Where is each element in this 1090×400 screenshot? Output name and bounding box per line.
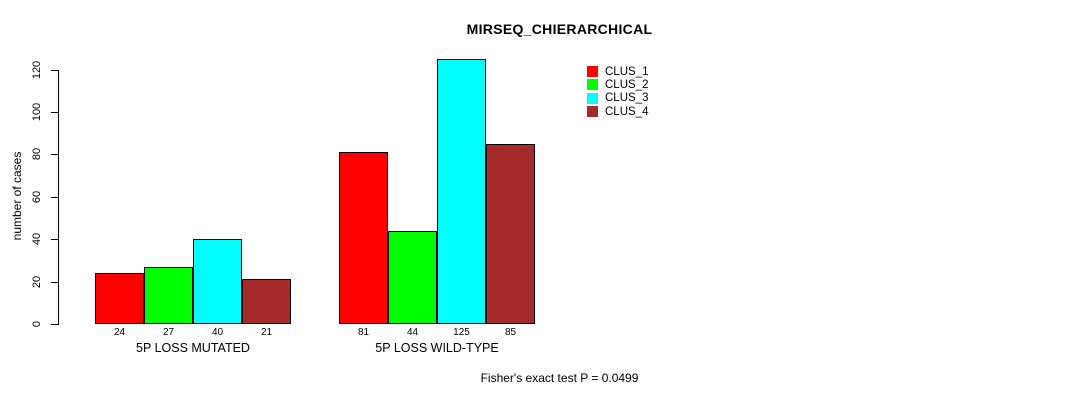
y-tick-label: 80 — [31, 147, 43, 161]
legend-swatch-CLUS_3 — [587, 92, 598, 104]
bar-value-label: 125 — [453, 327, 470, 338]
y-tick-label: 60 — [31, 190, 43, 204]
y-tick-label: 0 — [31, 320, 43, 328]
y-tick — [51, 197, 58, 198]
y-axis-line — [58, 70, 59, 325]
y-tick — [51, 112, 58, 113]
y-tick-label: 40 — [31, 232, 43, 246]
bar-value-label: 81 — [357, 327, 370, 338]
y-tick — [51, 282, 58, 283]
fisher-test-annotation: Fisher's exact test P = 0.0499 — [480, 371, 639, 385]
bar-CLUS_4 — [242, 279, 291, 324]
y-tick — [51, 324, 58, 325]
bar-CLUS_3 — [193, 239, 242, 324]
y-tick — [51, 239, 58, 240]
legend-swatch-CLUS_1 — [587, 66, 598, 78]
y-tick — [51, 154, 58, 155]
bar-CLUS_4 — [486, 144, 535, 324]
y-tick — [51, 70, 58, 71]
legend-item: CLUS_1 — [587, 65, 648, 78]
bar-CLUS_3 — [437, 59, 486, 324]
bar-CLUS_2 — [144, 267, 193, 324]
y-tick-label: 100 — [31, 102, 43, 122]
bar-value-label: 40 — [211, 327, 224, 338]
y-axis-label: number of cases — [10, 151, 24, 241]
legend-label: CLUS_4 — [605, 105, 649, 118]
legend: CLUS_1 CLUS_2 CLUS_3 CLUS_4 — [587, 65, 648, 118]
legend-swatch-CLUS_2 — [587, 79, 598, 91]
legend-item: CLUS_2 — [587, 78, 648, 91]
chart-title: MIRSEQ_CHIERARCHICAL — [466, 21, 653, 37]
bar-CLUS_1 — [339, 152, 388, 324]
legend-label: CLUS_3 — [605, 92, 649, 105]
y-tick-label: 120 — [31, 60, 43, 80]
legend-item: CLUS_3 — [587, 92, 648, 105]
legend-swatch-CLUS_4 — [587, 106, 598, 118]
bar-CLUS_2 — [388, 231, 437, 324]
bar-CLUS_1 — [95, 273, 144, 324]
y-tick-label: 20 — [31, 275, 43, 289]
bar-value-label: 85 — [504, 327, 517, 338]
category-label: 5P LOSS WILD-TYPE — [375, 341, 499, 355]
bar-value-label: 27 — [162, 327, 175, 338]
legend-item: CLUS_4 — [587, 105, 648, 118]
category-label: 5P LOSS MUTATED — [136, 341, 250, 355]
bar-value-label: 44 — [406, 327, 419, 338]
legend-label: CLUS_1 — [605, 65, 649, 78]
bar-value-label: 21 — [260, 327, 273, 338]
bar-value-label: 24 — [113, 327, 126, 338]
legend-label: CLUS_2 — [605, 78, 649, 91]
